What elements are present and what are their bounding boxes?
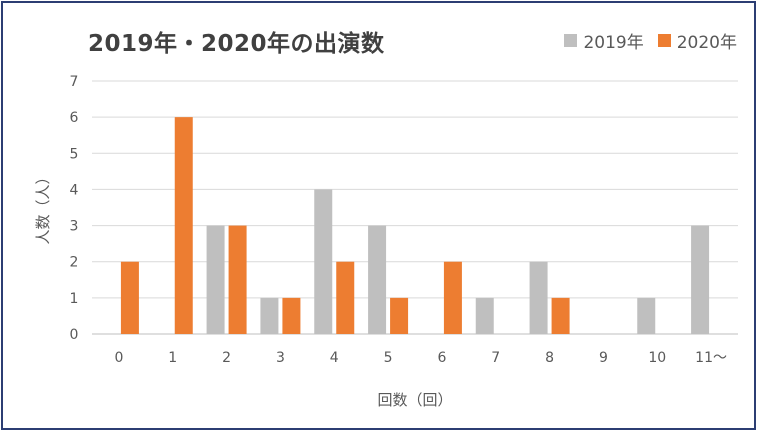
bar-2019年-7 xyxy=(475,297,494,334)
y-tick-label: 4 xyxy=(70,182,79,198)
x-tick-label: 3 xyxy=(276,350,285,366)
x-tick-label: 10 xyxy=(648,350,666,366)
y-axis-title: 人数（人） xyxy=(34,169,52,244)
legend-item-2020: 2020年 xyxy=(657,28,737,53)
bar-2020年-6 xyxy=(443,261,462,334)
bar-2019年-3 xyxy=(260,297,279,334)
bar-2019年-10 xyxy=(637,297,656,334)
bar-2020年-8 xyxy=(551,297,570,334)
x-tick-label: 11～ xyxy=(695,350,727,366)
y-tick-label: 7 xyxy=(70,74,79,90)
bar-2019年-4 xyxy=(314,189,333,334)
x-tick-label: 7 xyxy=(491,350,500,366)
bar-2020年-2 xyxy=(228,225,247,334)
bar-2020年-3 xyxy=(282,297,301,334)
y-tick-label: 2 xyxy=(70,255,79,271)
legend-label-2020: 2020年 xyxy=(676,33,737,53)
bar-2020年-5 xyxy=(390,297,409,334)
y-tick-label: 6 xyxy=(70,110,79,126)
legend-label-2019: 2019年 xyxy=(583,33,644,53)
legend: 2019年 2020年 xyxy=(564,28,737,53)
y-tick-label: 1 xyxy=(70,291,79,307)
legend-swatch-2020 xyxy=(657,34,671,47)
chart-title: 2019年・2020年の出演数 xyxy=(88,31,385,57)
bar-2019年-5 xyxy=(368,225,387,334)
x-tick-label: 6 xyxy=(437,350,446,366)
x-tick-label: 0 xyxy=(114,350,123,366)
bar-2020年-4 xyxy=(336,261,355,334)
bar-2019年-2 xyxy=(206,225,225,334)
x-tick-label: 5 xyxy=(384,350,393,366)
bar-2020年-0 xyxy=(120,261,139,334)
y-tick-label: 0 xyxy=(70,327,79,343)
x-tick-label: 8 xyxy=(545,350,554,366)
legend-item-2019: 2019年 xyxy=(564,28,644,53)
bar-2020年-1 xyxy=(174,117,193,335)
x-tick-label: 9 xyxy=(599,350,608,366)
x-axis-title: 回数（回） xyxy=(377,391,452,409)
x-tick-label: 2 xyxy=(222,350,231,366)
legend-swatch-2019 xyxy=(564,34,578,47)
bar-2019年-11～ xyxy=(691,225,710,334)
x-tick-label: 4 xyxy=(330,350,339,366)
y-tick-label: 5 xyxy=(70,146,79,162)
x-tick-label: 1 xyxy=(168,350,177,366)
y-tick-label: 3 xyxy=(70,219,79,235)
bar-2019年-8 xyxy=(529,261,548,334)
